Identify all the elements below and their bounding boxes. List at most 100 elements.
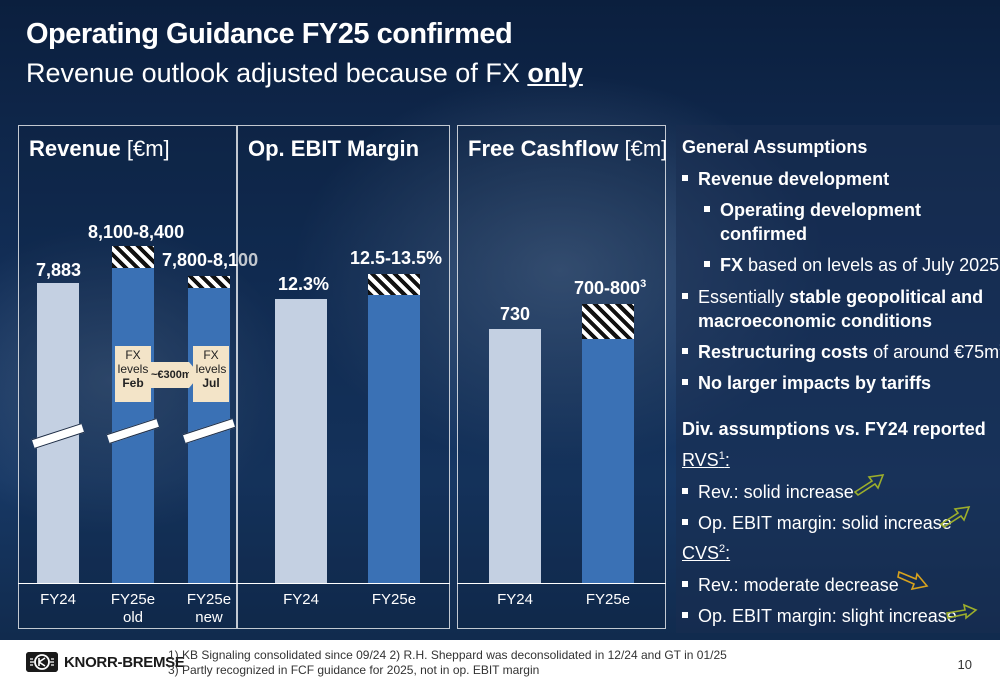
item-rvs-ebit: Op. EBIT margin: solid increase xyxy=(682,513,952,534)
footer: KNORR-BREMSE 1) KB Signaling consolidate… xyxy=(0,640,1000,685)
fx-jul-line1: FX xyxy=(203,348,219,362)
xlabel-revenue-fy24: FY24 xyxy=(40,591,76,608)
label-ebit-fy24: 12.3% xyxy=(278,274,330,294)
rvs-rev-text: Rev.: solid increase xyxy=(698,482,854,502)
stable-pre: Essentially xyxy=(698,287,785,307)
hatch-fcf-fy25-range xyxy=(582,304,634,339)
cvs-rev-text: Rev.: moderate decrease xyxy=(698,575,899,595)
bullet-icon xyxy=(704,261,710,268)
rvs-label: RVS1: xyxy=(682,450,730,470)
label-fcf-fy25-text: 700-800 xyxy=(574,278,641,298)
xlabel-old-line1: FY25e xyxy=(110,591,156,608)
bullet-icon xyxy=(704,206,710,213)
item-stable-conditions: Essentially stable geopolitical and xyxy=(682,287,983,308)
bullet-icon xyxy=(682,581,688,588)
label-fcf-fy25: 700-8003 xyxy=(574,278,646,299)
item-restructuring: Restructuring costs of around €75m3 xyxy=(682,342,1000,363)
assumptions-panel: General Assumptions Revenue development … xyxy=(676,125,1000,633)
label-fcf-fy24: 730 xyxy=(500,304,531,324)
rvs-sup: 1 xyxy=(718,450,725,462)
xlabel-revenue-fy25-old: FY25e old xyxy=(98,591,168,627)
bullet-icon xyxy=(682,612,688,619)
fx-feb-line3: Feb xyxy=(122,376,144,390)
assumptions-heading: General Assumptions xyxy=(682,137,868,157)
div-assumptions-heading: Div. assumptions vs. FY24 reported xyxy=(682,419,986,439)
xlabel-ebit-fy24: FY24 xyxy=(283,591,319,608)
arrow-up-right-icon xyxy=(939,506,971,529)
fx-delta-label: ~€300m xyxy=(151,362,192,388)
fcf-title-text: Free Cashflow xyxy=(468,136,619,161)
item-fx: FX based on levels as of July 2025 xyxy=(704,255,999,276)
xlabel-revenue-fy25-new: FY25e new xyxy=(174,591,244,627)
fx-rest: based on levels as of July 2025 xyxy=(748,255,1000,275)
bullet-icon xyxy=(682,379,688,386)
stable-bold: stable geopolitical and xyxy=(789,287,984,307)
subtitle-text: Revenue outlook adjusted because of FX xyxy=(26,58,520,88)
bullet-icon xyxy=(682,348,688,355)
subtitle-emphasis: only xyxy=(527,58,583,88)
ebit-axis xyxy=(237,583,450,584)
fcf-unit: [€m] xyxy=(624,136,668,161)
footnote-2: 3) Partly recognized in FCF guidance for… xyxy=(168,663,540,677)
rvs-label-text: RVS xyxy=(682,450,719,470)
fx-jul-line2: levels xyxy=(195,362,227,376)
bullet-icon xyxy=(682,293,688,300)
xlabel-old-line2: old xyxy=(122,609,144,626)
revenue-panel-title: Revenue [€m] xyxy=(29,136,170,162)
label-revenue-fy25-new: 7,800-8,100 xyxy=(162,250,259,270)
fx-feb-line1: FX xyxy=(125,348,141,362)
bar-fcf-fy24 xyxy=(489,329,541,583)
xlabel-fcf-fy24: FY24 xyxy=(497,591,533,608)
company-logo: KNORR-BREMSE xyxy=(26,652,185,672)
stable-line2: macroeconomic conditions xyxy=(698,311,933,331)
op-dev-line1: Operating development xyxy=(720,200,922,220)
bullet-icon xyxy=(682,175,688,182)
op-dev-line2: confirmed xyxy=(720,224,808,244)
restructuring-rest: of around €75m xyxy=(873,342,1000,362)
fcf-panel-title: Free Cashflow [€m] xyxy=(468,136,667,162)
tariffs-text: No larger impacts by tariffs xyxy=(698,373,932,393)
xlabel-new-line2: new xyxy=(195,609,223,626)
restructuring-bold: Restructuring costs xyxy=(698,342,869,362)
xlabel-ebit-fy25: FY25e xyxy=(371,591,417,608)
bullet-icon xyxy=(682,488,688,495)
footnotes: 1) KB Signaling consolidated since 09/24… xyxy=(168,648,727,678)
ebit-panel-title: Op. EBIT Margin xyxy=(248,136,420,161)
cvs-ebit-text: Op. EBIT margin: slight increase xyxy=(698,606,957,626)
bar-ebit-fy24 xyxy=(275,299,327,583)
footnote-1: 1) KB Signaling consolidated since 09/24… xyxy=(168,648,727,662)
label-revenue-fy25-old: 8,100-8,400 xyxy=(88,222,185,242)
hatch-revenue-fy25-old-range xyxy=(112,246,154,268)
item-rvs-rev: Rev.: solid increase xyxy=(682,482,854,503)
hatch-revenue-fy25-new-range xyxy=(188,276,230,288)
arrow-slight-up-icon xyxy=(946,603,978,620)
item-revenue-development: Revenue development xyxy=(682,169,889,190)
hatch-ebit-fy25-range xyxy=(368,274,420,295)
label-revenue-fy24: 7,883 xyxy=(36,260,82,280)
label-ebit-fy25: 12.5-13.5% xyxy=(350,248,443,268)
cvs-sup: 2 xyxy=(719,543,726,555)
bullet-icon xyxy=(682,519,688,526)
fx-feb-line2: levels xyxy=(117,362,149,376)
item-cvs-ebit: Op. EBIT margin: slight increase xyxy=(682,606,957,627)
xlabel-fcf-fy25: FY25e xyxy=(585,591,631,608)
bar-ebit-fy25 xyxy=(368,295,420,583)
item-operating-development: Operating development xyxy=(704,200,921,221)
xlabel-new-line1: FY25e xyxy=(186,591,232,608)
item-tariffs: No larger impacts by tariffs xyxy=(682,373,931,394)
arrow-up-right-icon xyxy=(853,474,885,497)
arrow-down-right-icon xyxy=(897,570,929,591)
slide-title: Operating Guidance FY25 confirmed xyxy=(26,18,513,50)
rvs-ebit-text: Op. EBIT margin: solid increase xyxy=(698,513,952,533)
fcf-axis xyxy=(457,583,666,584)
revenue-dev-text: Revenue development xyxy=(698,169,890,189)
logo-mark-icon xyxy=(26,652,58,672)
bar-fcf-fy25 xyxy=(582,339,634,583)
cvs-label: CVS2: xyxy=(682,543,731,563)
item-cvs-rev: Rev.: moderate decrease xyxy=(682,575,899,596)
slide-subtitle: Revenue outlook adjusted because of FX o… xyxy=(26,58,583,89)
revenue-title-text: Revenue xyxy=(29,136,121,161)
revenue-unit: [€m] xyxy=(126,136,170,161)
fx-box-feb: FX levels Feb xyxy=(115,346,151,402)
